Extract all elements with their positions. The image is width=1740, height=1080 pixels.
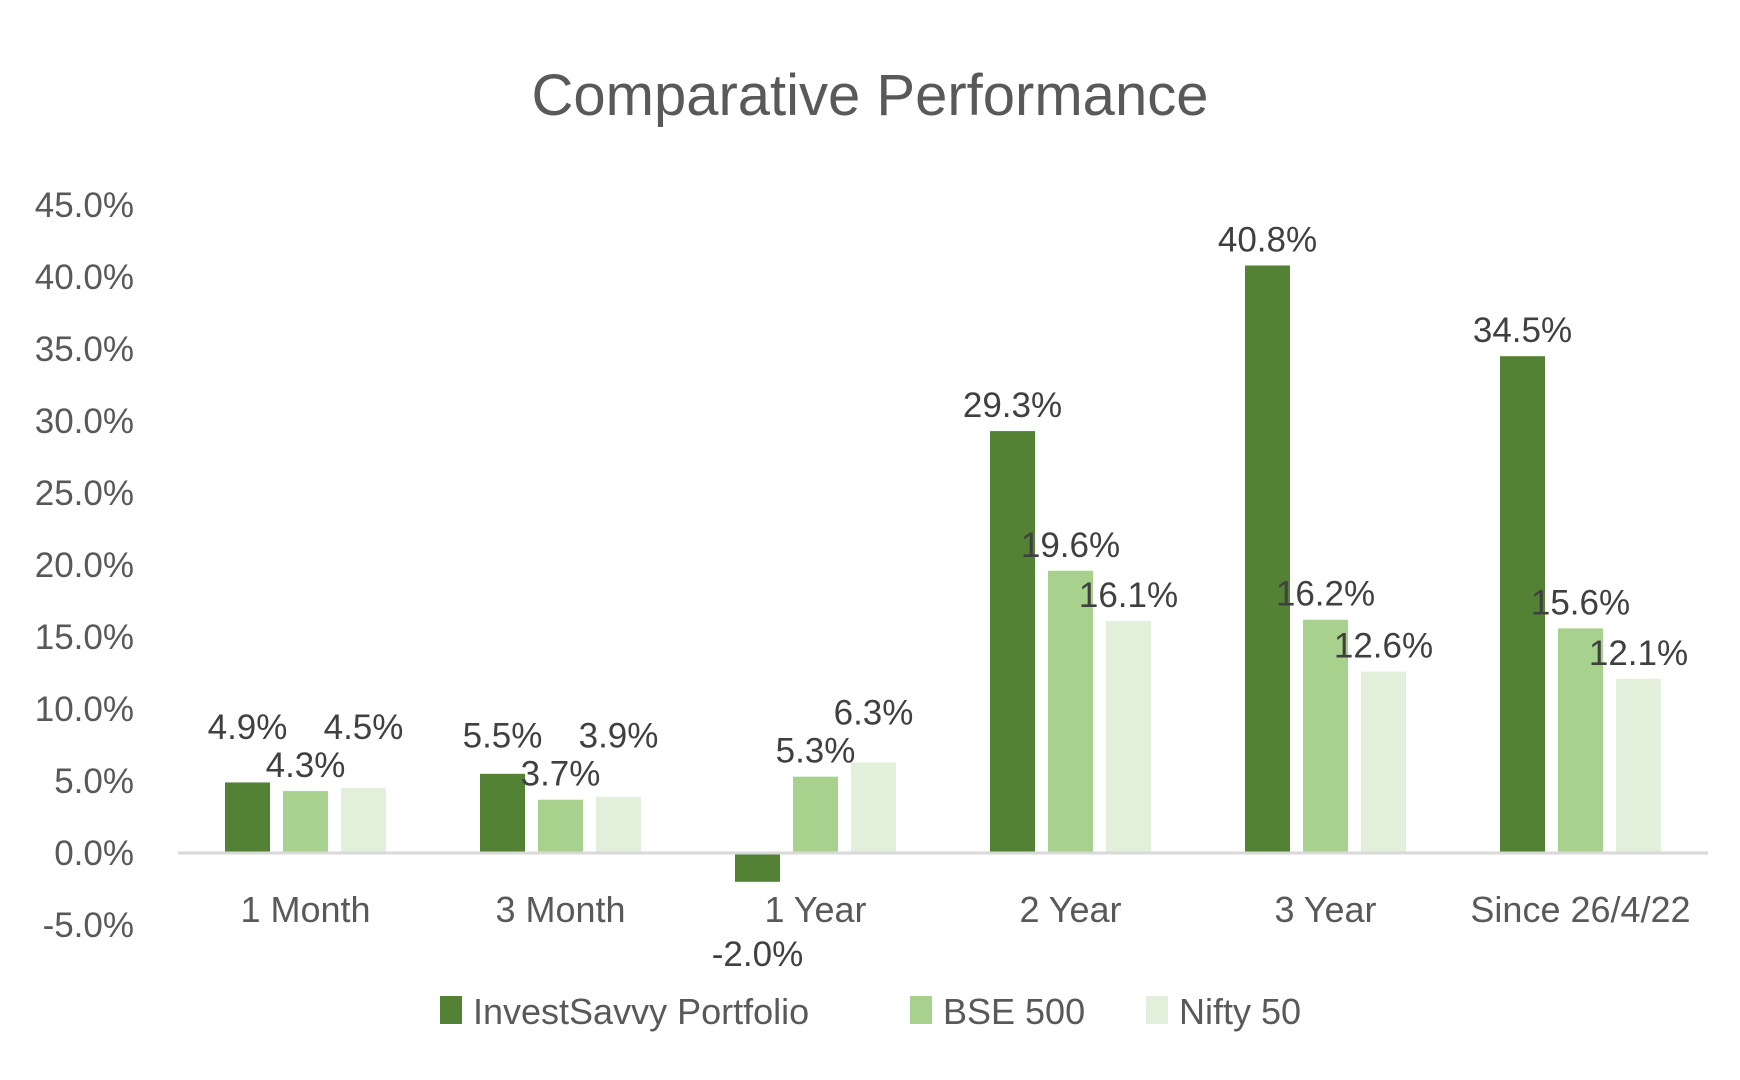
category-label: 3 Year	[1274, 889, 1376, 930]
data-label: 3.9%	[579, 717, 659, 756]
data-label: 5.3%	[776, 732, 856, 771]
legend-item: Nifty 50	[1146, 991, 1301, 1032]
bar-nifty-50	[596, 796, 641, 853]
category-label: 3 Month	[495, 889, 625, 930]
bar-nifty-50	[1106, 621, 1151, 853]
y-tick-label: 45.0%	[35, 186, 134, 225]
data-label: 19.6%	[1021, 526, 1120, 565]
data-label: 5.5%	[463, 717, 543, 756]
bar-investsavvy-portfolio	[1500, 356, 1545, 853]
data-label: 16.1%	[1079, 576, 1178, 615]
category-label: 1 Year	[764, 889, 866, 930]
data-label: 6.3%	[834, 694, 914, 733]
bar-bse-500	[283, 791, 328, 853]
y-tick-label: 5.0%	[54, 762, 134, 801]
bar-nifty-50	[341, 788, 386, 853]
data-label: 12.6%	[1334, 627, 1433, 666]
legend-label: Nifty 50	[1179, 991, 1301, 1032]
legend-swatch	[1146, 996, 1168, 1024]
chart-title: Comparative Performance	[532, 63, 1209, 128]
y-tick-label: 40.0%	[35, 258, 134, 297]
legend-label: BSE 500	[943, 991, 1085, 1032]
data-label: 4.3%	[266, 746, 346, 785]
data-label: 16.2%	[1276, 575, 1375, 614]
y-axis: 45.0% 40.0% 35.0% 30.0% 25.0% 20.0% 15.0% 10.0%…	[35, 186, 134, 945]
y-tick-label: 20.0%	[35, 546, 134, 585]
data-label: 4.5%	[324, 708, 404, 747]
y-tick-label: -5.0%	[43, 906, 134, 945]
bars	[225, 265, 1661, 882]
legend-label: InvestSavvy Portfolio	[473, 991, 809, 1032]
data-label: 34.5%	[1473, 311, 1572, 350]
y-tick-label: 25.0%	[35, 474, 134, 513]
x-axis: 1 Month 3 Month 1 Year 2 Year 3 Year Since 26…	[240, 889, 1690, 930]
data-labels: 4.9%4.3%4.5% 5.5%3.7%3.9% -2.0% 5.3%6.3% 29.…	[208, 220, 1689, 974]
bar-nifty-50	[851, 762, 896, 853]
bar-bse-500	[793, 776, 838, 853]
bar-investsavvy-portfolio	[735, 853, 780, 882]
bar-bse-500	[1558, 628, 1603, 853]
data-label: -2.0%	[712, 935, 803, 974]
legend: InvestSavvy Portfolio BSE 500 Nifty 50	[440, 991, 1301, 1032]
legend-item: InvestSavvy Portfolio	[440, 991, 809, 1032]
bar-investsavvy-portfolio	[1245, 265, 1290, 854]
y-tick-label: 0.0%	[54, 834, 134, 873]
legend-swatch	[440, 996, 462, 1024]
bar-investsavvy-portfolio	[990, 431, 1035, 853]
y-tick-label: 10.0%	[35, 690, 134, 729]
data-label: 4.9%	[208, 708, 288, 747]
y-tick-label: 15.0%	[35, 618, 134, 657]
y-tick-label: 30.0%	[35, 402, 134, 441]
bar-nifty-50	[1361, 671, 1406, 853]
data-label: 29.3%	[963, 386, 1062, 425]
bar-investsavvy-portfolio	[225, 782, 270, 853]
bar-investsavvy-portfolio	[480, 773, 525, 853]
category-label: Since 26/4/22	[1470, 889, 1690, 930]
bar-nifty-50	[1616, 678, 1661, 853]
y-tick-label: 35.0%	[35, 330, 134, 369]
data-label: 15.6%	[1531, 583, 1630, 622]
legend-item: BSE 500	[910, 991, 1085, 1032]
category-label: 2 Year	[1019, 889, 1121, 930]
category-label: 1 Month	[240, 889, 370, 930]
bar-bse-500	[538, 799, 583, 853]
data-label: 40.8%	[1218, 220, 1317, 259]
data-label: 3.7%	[521, 755, 601, 794]
data-label: 12.1%	[1589, 634, 1688, 673]
legend-swatch	[910, 996, 932, 1024]
bar-bse-500	[1048, 570, 1093, 853]
bar-bse-500	[1303, 619, 1348, 853]
